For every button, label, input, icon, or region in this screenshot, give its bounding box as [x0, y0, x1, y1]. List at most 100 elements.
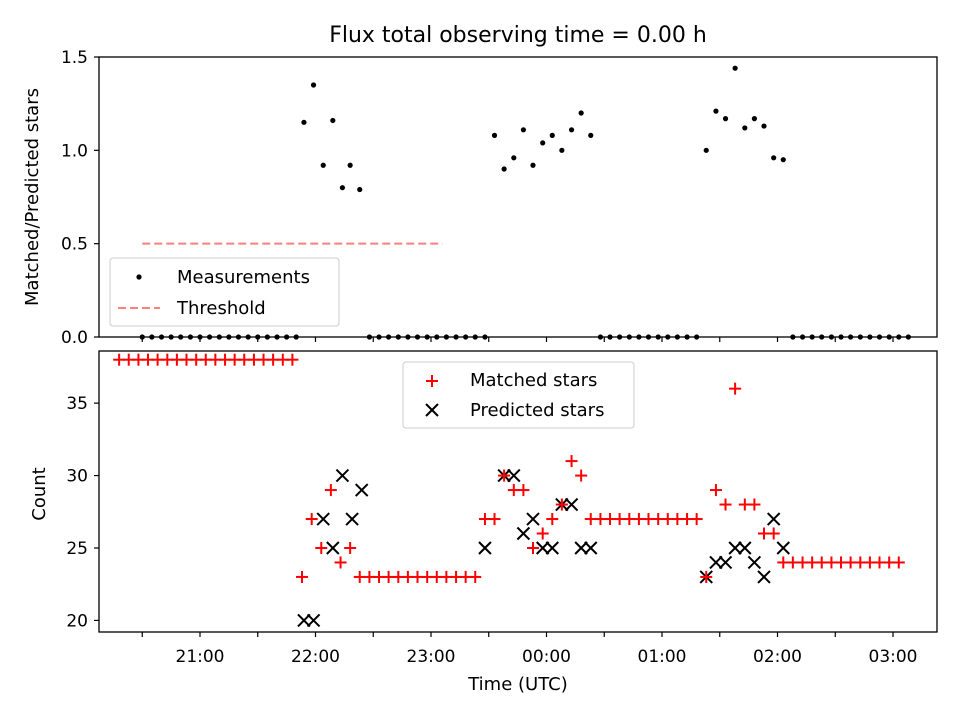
matched-star-point: [546, 513, 559, 526]
measurements-legend-marker: [136, 274, 142, 280]
measurement-point: [320, 162, 326, 168]
predicted-star-point: [354, 483, 369, 497]
predicted-star-point: [478, 541, 492, 555]
bottom-y-tick-label: 35: [66, 394, 88, 414]
chart-title: Flux total observing time = 0.00 h: [329, 23, 707, 48]
threshold-legend-label: Threshold: [176, 298, 266, 319]
matched-star-point: [709, 484, 722, 497]
measurement-point: [549, 132, 555, 138]
predicted-star-point: [574, 541, 588, 555]
measurement-point: [578, 110, 584, 116]
measurement-point: [301, 119, 307, 125]
bottom-y-tick-label: 30: [66, 467, 88, 487]
matched-star-point: [469, 570, 482, 583]
matched-stars-legend-label: Matched stars: [470, 370, 597, 391]
count-points: [113, 353, 905, 628]
measurement-point: [501, 166, 507, 172]
matched-star-point: [565, 455, 578, 468]
measurement-point: [703, 147, 709, 153]
top-y-tick-label: 0.5: [61, 235, 88, 255]
predicted-star-point: [757, 570, 771, 584]
matched-star-point: [305, 513, 318, 526]
x-tick-label: 00:00: [522, 647, 571, 667]
bottom-y-tick-label: 25: [66, 539, 88, 559]
predicted-star-point: [766, 512, 781, 526]
bottom-y-axis-label: Count: [29, 467, 50, 520]
top-y-axis: 0.0 0.5 1.0 1.5: [61, 48, 99, 348]
matched-star-point: [488, 513, 501, 526]
x-tick-label: 21:00: [176, 647, 225, 667]
measurement-point: [511, 155, 517, 161]
x-axis-label: Time (UTC): [467, 674, 568, 695]
predicted-star-point: [709, 555, 723, 570]
bottom-legend: Matched stars Predicted stars: [402, 361, 635, 429]
bottom-y-axis: 20 25 30 35: [66, 394, 99, 631]
predicted-star-point: [306, 613, 321, 628]
matched-star-point: [729, 382, 742, 395]
predicted-star-point: [526, 512, 540, 526]
measurement-point: [588, 132, 594, 138]
predicted-star-point: [507, 468, 521, 483]
measurement-point: [780, 157, 786, 163]
measurement-point: [568, 127, 575, 133]
measurement-point: [339, 185, 346, 191]
predicted-star-point: [326, 541, 340, 555]
top-y-axis-label: Matched/Predicted stars: [22, 88, 43, 306]
x-tick-label: 23:00: [407, 647, 456, 667]
measurement-point: [540, 140, 546, 146]
predicted-star-point: [564, 497, 579, 512]
measurement-point: [761, 123, 767, 129]
measurement-point: [771, 155, 777, 161]
top-y-tick-label: 1.0: [61, 141, 88, 161]
matched-star-point: [315, 541, 328, 554]
x-tick-label: 02:00: [753, 647, 802, 667]
top-plot-area: 0.0 0.5 1.0 1.5 Matched/Predicted stars Mea…: [22, 48, 938, 348]
bottom-y-tick-label: 20: [66, 611, 88, 631]
top-legend: Measurements Threshold: [109, 257, 340, 327]
predicted-star-point: [316, 512, 330, 526]
measurement-point: [330, 117, 336, 124]
matched-star-point: [767, 527, 780, 540]
predicted-stars-legend-label: Predicted stars: [470, 400, 604, 421]
top-y-tick-label: 0.0: [61, 328, 88, 348]
matched-star-point: [295, 570, 308, 583]
matched-star-point: [324, 484, 337, 497]
measurement-point: [751, 116, 758, 122]
predicted-stars-legend-marker: [425, 403, 439, 417]
predicted-star-point: [535, 541, 550, 555]
matched-star-point: [892, 556, 905, 569]
matched-star-point: [517, 484, 530, 497]
measurement-point: [520, 127, 527, 133]
predicted-star-point: [516, 526, 531, 541]
matched-star-point: [748, 498, 761, 511]
measurements-legend-label: Measurements: [177, 267, 310, 288]
matched-star-point: [526, 541, 539, 554]
bottom-axes-frame: [98, 350, 938, 633]
matched-star-point: [536, 527, 549, 540]
x-tick-label: 01:00: [638, 647, 687, 667]
predicted-star-point: [545, 541, 559, 555]
matched-star-point: [575, 469, 588, 482]
measurement-point: [742, 125, 748, 131]
bottom-plot-area: 20 25 30 35 21:00 22:00 23:00 00:00 01:00 02:00 0…: [29, 350, 938, 695]
matched-star-point: [344, 541, 357, 554]
predicted-star-point: [728, 541, 742, 555]
matched-star-point: [700, 570, 713, 583]
bottom-legend-box: [402, 361, 635, 429]
top-axes-frame: [98, 56, 938, 338]
predicted-star-point: [747, 555, 762, 570]
predicted-star-point: [738, 541, 752, 555]
matched-star-point: [334, 556, 347, 569]
predicted-star-point: [297, 613, 311, 628]
matched-star-point: [719, 498, 732, 511]
measurement-point: [310, 82, 317, 88]
top-x-ticks: [141, 337, 894, 342]
x-tick-label: 22:00: [291, 647, 340, 667]
measurement-point: [722, 116, 729, 122]
measurement-point: [732, 65, 738, 71]
predicted-star-point: [584, 541, 598, 555]
predicted-star-point: [345, 512, 359, 526]
matched-star-point: [498, 469, 511, 482]
matched-stars-legend-marker: [426, 375, 438, 387]
x-tick-label: 03:00: [869, 647, 918, 667]
